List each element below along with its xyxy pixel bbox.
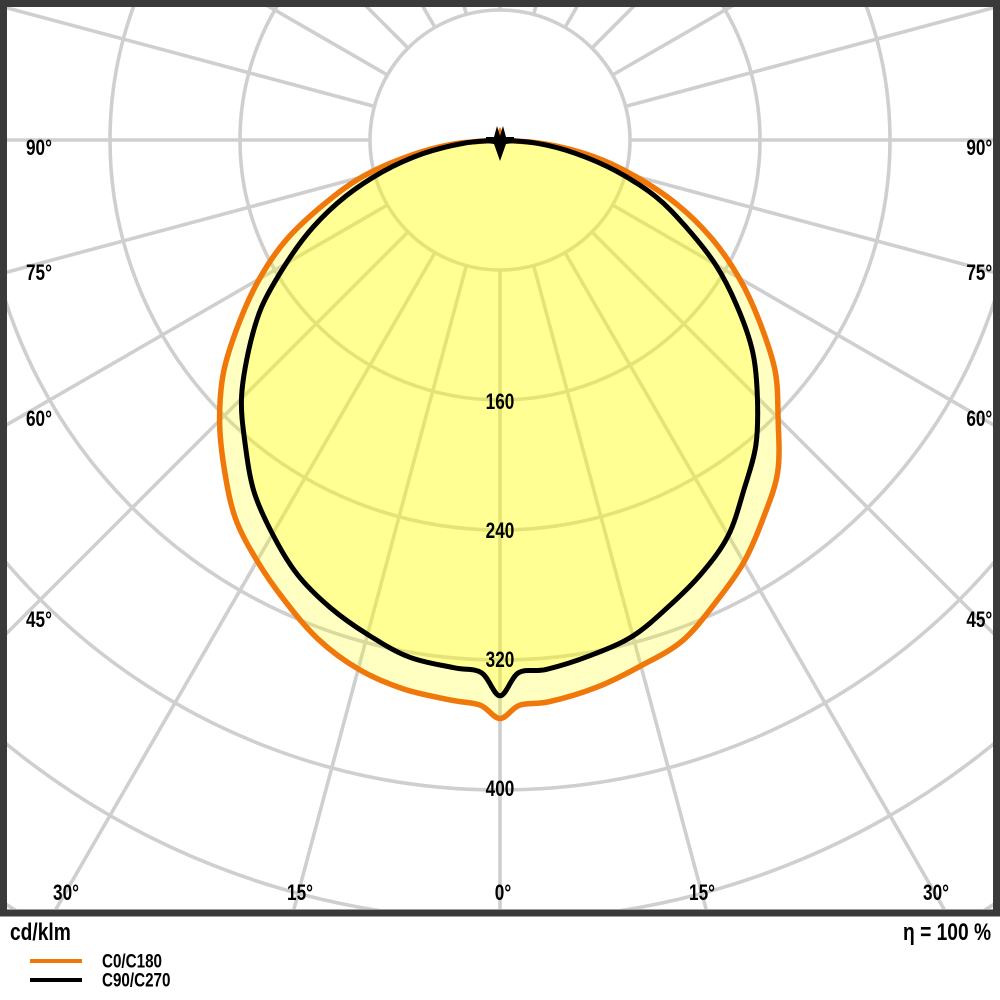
angle-label-bottom-30-left: 30° [53,880,79,905]
angle-label-right-75: 75° [966,260,992,285]
angle-label-bottom-15-left: 15° [287,880,313,905]
efficiency-label: η = 100 % [902,919,991,946]
angle-label-right-60: 60° [966,406,992,431]
angle-label-right-90: 90° [966,135,992,160]
angle-label-left-45: 45° [26,607,52,632]
legend-label-c0-c180: C0/C180 [102,951,162,973]
curve-c90-c270 [238,137,761,699]
distribution-fill [219,140,780,719]
ring-label-320: 320 [485,647,515,672]
distribution-curves [216,137,782,722]
legend-line-c0-c180-swatch [30,959,82,963]
angle-label-bottom-15-right: 15° [689,880,715,905]
ring-label-240: 240 [485,518,515,543]
curve-c0-c180 [216,137,782,722]
angle-label-left-90: 90° [26,135,52,160]
angle-label-bottom-30-right: 30° [923,880,949,905]
units-label: cd/klm [10,919,71,946]
chart-frame [0,0,1000,917]
angle-label-left-75: 75° [26,260,52,285]
ring-label-400: 400 [485,776,515,801]
angle-label-bottom-0: 0° [494,880,512,905]
angle-label-right-45: 45° [966,607,992,632]
legend-line-c90-c270-swatch [30,978,82,982]
legend-label-c90-c270: C90/C270 [102,970,171,992]
ring-label-160: 160 [485,389,515,414]
angle-label-left-60: 60° [26,406,52,431]
pole-marker [486,126,514,161]
